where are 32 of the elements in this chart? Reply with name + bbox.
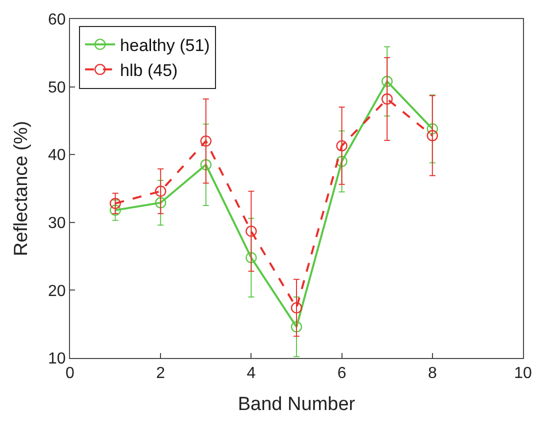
legend-label: hlb (45) [120,61,178,80]
x-tick-label: 6 [337,365,346,382]
y-tick-label: 30 [48,215,66,232]
point [290,302,302,314]
point [155,186,166,197]
point [426,123,438,134]
point [110,198,121,210]
point [426,130,438,142]
y-tick-label: 60 [48,12,66,29]
point [382,93,393,105]
point [336,140,348,152]
point [200,135,212,147]
y-tick-label: 50 [48,79,66,96]
x-tick-label: 10 [514,365,532,382]
x-tick-label: 0 [66,365,75,382]
point [290,321,302,332]
y-tick-label: 10 [48,350,66,368]
point [246,226,257,237]
point [246,252,257,264]
point [110,204,121,216]
y-tick-label: 40 [48,147,66,164]
y-axis-title: Reflectance (%) [10,120,32,256]
x-tick-label: 2 [156,365,166,382]
x-tick-label: 4 [246,365,256,382]
legend-label: healthy (51) [120,36,210,55]
x-tick-label: 8 [428,365,437,382]
point [382,76,393,87]
point [200,159,212,170]
y-tick-label: 20 [48,282,66,300]
x-axis-title: Band Number [238,394,356,415]
point [155,197,166,208]
point [336,156,348,167]
